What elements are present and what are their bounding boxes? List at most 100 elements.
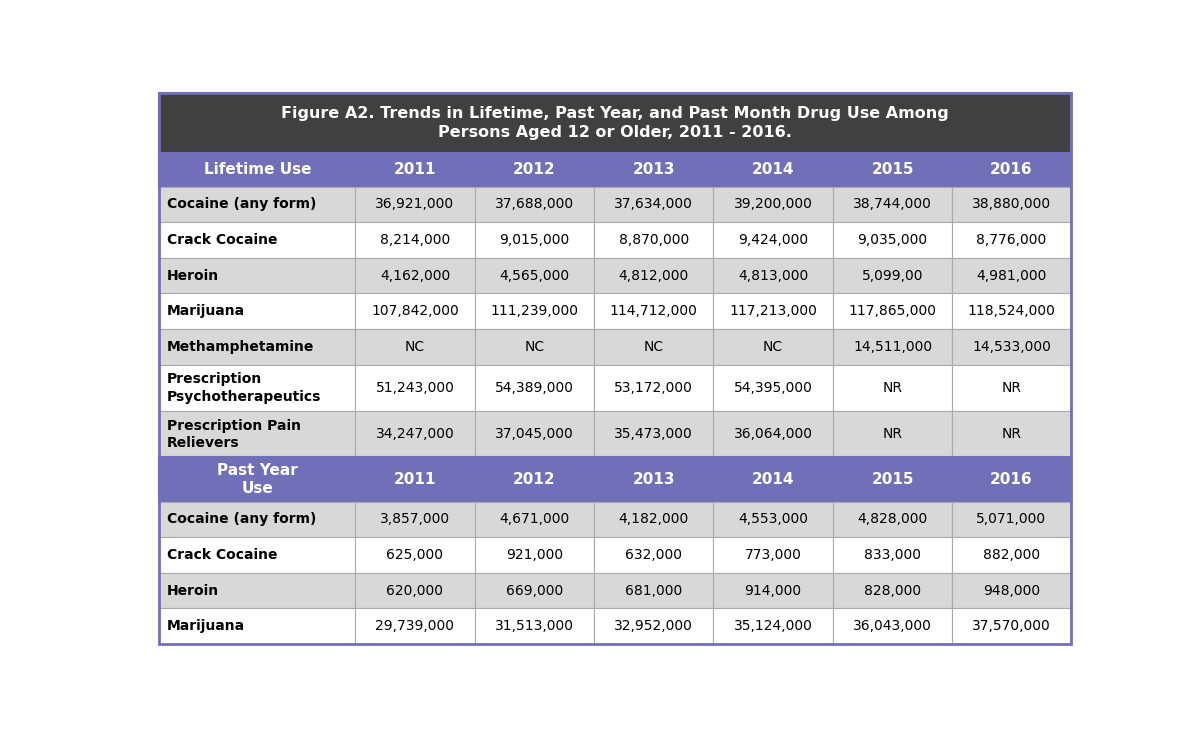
Bar bbox=[594, 187, 714, 222]
Bar bbox=[475, 458, 594, 502]
Bar bbox=[594, 329, 714, 365]
Bar bbox=[714, 573, 833, 608]
Text: NR: NR bbox=[1002, 381, 1021, 395]
Bar bbox=[160, 573, 355, 608]
Text: 36,921,000: 36,921,000 bbox=[376, 197, 455, 212]
Bar bbox=[475, 502, 594, 537]
Bar bbox=[160, 258, 355, 293]
Text: 114,712,000: 114,712,000 bbox=[610, 304, 697, 318]
Text: 5,071,000: 5,071,000 bbox=[977, 512, 1046, 526]
Text: NC: NC bbox=[763, 340, 784, 354]
Text: 681,000: 681,000 bbox=[625, 583, 683, 598]
Text: 4,981,000: 4,981,000 bbox=[977, 269, 1046, 283]
Text: 620,000: 620,000 bbox=[386, 583, 444, 598]
Bar bbox=[160, 537, 355, 573]
Text: NR: NR bbox=[882, 381, 902, 395]
Text: Past Year
Use: Past Year Use bbox=[217, 463, 298, 496]
Text: Cocaine (any form): Cocaine (any form) bbox=[167, 512, 316, 526]
Bar bbox=[714, 153, 833, 187]
Text: Marijuana: Marijuana bbox=[167, 304, 245, 318]
Bar bbox=[594, 365, 714, 411]
Bar bbox=[953, 502, 1070, 537]
Bar bbox=[475, 222, 594, 258]
Bar bbox=[160, 153, 355, 187]
Bar bbox=[714, 222, 833, 258]
Bar bbox=[833, 153, 953, 187]
Bar bbox=[475, 293, 594, 329]
Text: 2013: 2013 bbox=[632, 472, 674, 487]
Text: 4,828,000: 4,828,000 bbox=[857, 512, 928, 526]
Text: 117,213,000: 117,213,000 bbox=[730, 304, 817, 318]
Bar bbox=[714, 537, 833, 573]
Text: Prescription Pain
Relievers: Prescription Pain Relievers bbox=[167, 418, 301, 450]
Bar bbox=[355, 365, 475, 411]
Bar bbox=[355, 258, 475, 293]
Text: 31,513,000: 31,513,000 bbox=[494, 619, 574, 633]
Bar bbox=[355, 153, 475, 187]
Bar bbox=[714, 187, 833, 222]
Text: NR: NR bbox=[1002, 427, 1021, 441]
Text: 51,243,000: 51,243,000 bbox=[376, 381, 455, 395]
Text: 5,099,00: 5,099,00 bbox=[862, 269, 923, 283]
Bar bbox=[953, 411, 1070, 458]
Text: 2013: 2013 bbox=[632, 162, 674, 177]
Bar bbox=[833, 222, 953, 258]
Bar bbox=[714, 329, 833, 365]
Bar bbox=[953, 258, 1070, 293]
Text: 9,035,000: 9,035,000 bbox=[858, 233, 928, 247]
Text: 29,739,000: 29,739,000 bbox=[376, 619, 455, 633]
Text: 54,389,000: 54,389,000 bbox=[494, 381, 574, 395]
Bar bbox=[833, 502, 953, 537]
Text: 4,812,000: 4,812,000 bbox=[619, 269, 689, 283]
Bar bbox=[833, 608, 953, 644]
Bar bbox=[355, 411, 475, 458]
Bar bbox=[355, 502, 475, 537]
Text: 14,533,000: 14,533,000 bbox=[972, 340, 1051, 354]
Bar bbox=[953, 573, 1070, 608]
Text: 4,813,000: 4,813,000 bbox=[738, 269, 809, 283]
Text: 36,064,000: 36,064,000 bbox=[733, 427, 812, 441]
Text: 2011: 2011 bbox=[394, 162, 436, 177]
Text: Prescription
Psychotherapeutics: Prescription Psychotherapeutics bbox=[167, 372, 322, 404]
Text: Heroin: Heroin bbox=[167, 583, 218, 598]
Bar bbox=[160, 293, 355, 329]
Text: 2015: 2015 bbox=[871, 472, 913, 487]
Bar bbox=[953, 608, 1070, 644]
Bar bbox=[594, 502, 714, 537]
Text: 34,247,000: 34,247,000 bbox=[376, 427, 455, 441]
Text: 38,880,000: 38,880,000 bbox=[972, 197, 1051, 212]
Bar bbox=[355, 573, 475, 608]
Text: 8,776,000: 8,776,000 bbox=[977, 233, 1046, 247]
Bar bbox=[355, 187, 475, 222]
Bar bbox=[355, 458, 475, 502]
Bar bbox=[953, 329, 1070, 365]
Text: 53,172,000: 53,172,000 bbox=[614, 381, 694, 395]
Bar bbox=[714, 411, 833, 458]
Bar bbox=[833, 411, 953, 458]
Bar bbox=[475, 153, 594, 187]
Text: 35,124,000: 35,124,000 bbox=[733, 619, 812, 633]
Text: 2016: 2016 bbox=[990, 472, 1033, 487]
Text: 2014: 2014 bbox=[752, 162, 794, 177]
Bar bbox=[833, 365, 953, 411]
Bar bbox=[475, 329, 594, 365]
Bar bbox=[475, 411, 594, 458]
Bar bbox=[714, 608, 833, 644]
Text: 2012: 2012 bbox=[514, 472, 556, 487]
Bar bbox=[953, 365, 1070, 411]
Text: Marijuana: Marijuana bbox=[167, 619, 245, 633]
Text: 2012: 2012 bbox=[514, 162, 556, 177]
Bar bbox=[714, 502, 833, 537]
Bar bbox=[475, 258, 594, 293]
Text: 2014: 2014 bbox=[752, 472, 794, 487]
Text: 669,000: 669,000 bbox=[505, 583, 563, 598]
Text: 4,182,000: 4,182,000 bbox=[619, 512, 689, 526]
Bar bbox=[833, 329, 953, 365]
Text: 35,473,000: 35,473,000 bbox=[614, 427, 694, 441]
Bar bbox=[714, 365, 833, 411]
Text: 37,634,000: 37,634,000 bbox=[614, 197, 694, 212]
Bar bbox=[355, 329, 475, 365]
Text: 833,000: 833,000 bbox=[864, 548, 922, 562]
Text: Crack Cocaine: Crack Cocaine bbox=[167, 233, 277, 247]
Bar bbox=[355, 608, 475, 644]
